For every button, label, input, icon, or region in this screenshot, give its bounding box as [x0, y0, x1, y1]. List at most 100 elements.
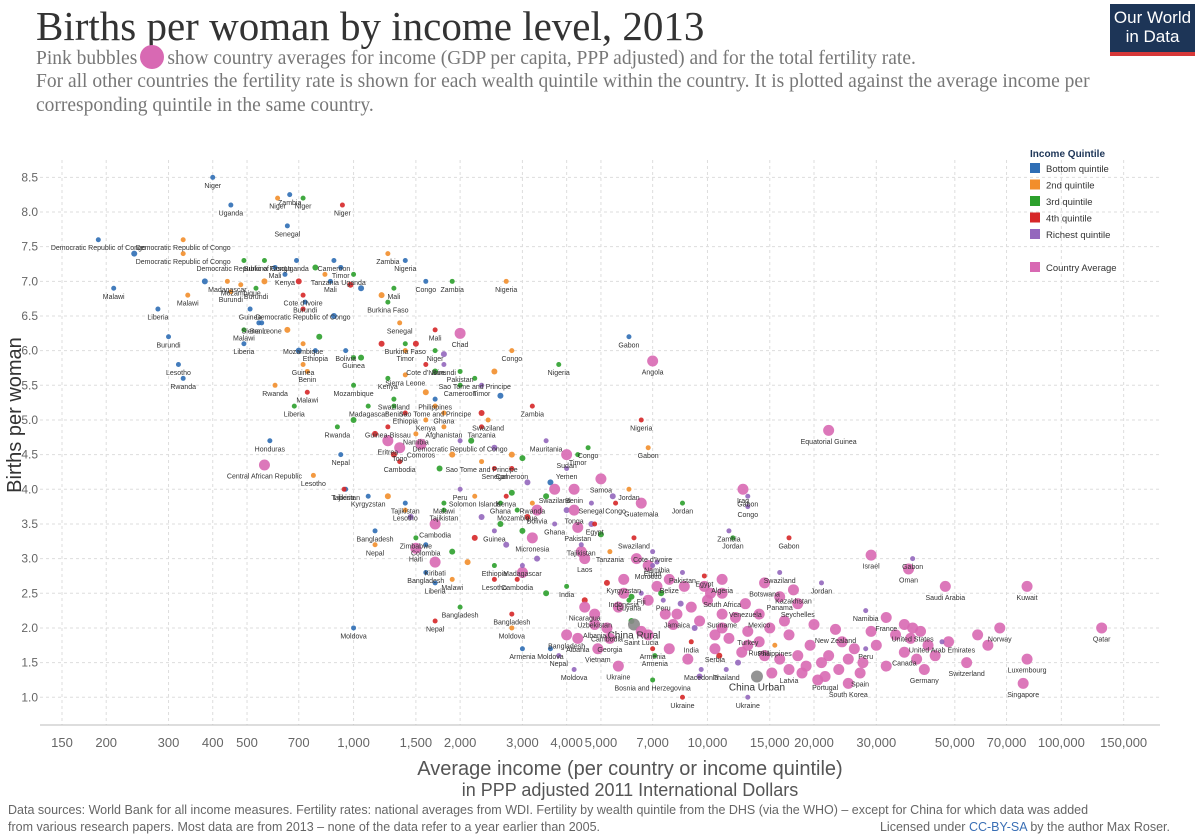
data-point	[742, 625, 754, 637]
legend-swatch	[1030, 262, 1040, 272]
data-point	[588, 500, 594, 506]
data-point	[258, 459, 270, 471]
x-tick-label: 10,000	[688, 735, 728, 750]
data-point	[568, 504, 580, 516]
data-point	[441, 424, 447, 430]
data-point-label: Cambodia	[384, 467, 416, 474]
data-point	[723, 667, 729, 673]
data-point	[842, 677, 854, 689]
data-point	[478, 514, 485, 521]
data-point-label: Bangladesh	[357, 536, 394, 543]
data-point	[514, 507, 520, 513]
data-point	[543, 438, 549, 444]
data-point-label: Yemen	[556, 474, 578, 481]
data-point-label: Madagascar	[349, 412, 388, 419]
license-text-a: Licensed under	[879, 820, 966, 834]
data-point	[413, 431, 419, 437]
owid-logo[interactable]: Our World in Data	[1110, 4, 1195, 56]
data-point	[564, 583, 570, 589]
data-point-label: Solomon Islands	[449, 502, 501, 509]
data-point	[716, 608, 728, 620]
data-point-label: Bangladesh	[407, 578, 444, 585]
data-point-label: Senegal	[387, 328, 413, 335]
data-point-label: Burundi	[432, 370, 457, 377]
data-point-label: Rwanda	[519, 509, 545, 516]
license-link[interactable]: CC-BY-SA	[968, 820, 1027, 834]
data-point	[607, 549, 613, 555]
data-point	[660, 597, 666, 603]
data-point	[792, 650, 804, 662]
data-point	[228, 289, 234, 295]
x-tick-label: 15,000	[750, 735, 790, 750]
data-point-label: Norway	[988, 636, 1012, 643]
data-point	[503, 493, 509, 499]
data-point	[402, 500, 408, 506]
data-point-label: Namibia	[403, 439, 429, 446]
y-tick-label: 8.5	[21, 170, 38, 184]
data-point	[441, 500, 447, 506]
data-point	[300, 341, 306, 347]
data-point	[709, 643, 721, 655]
data-point-label: Cambodia	[501, 585, 533, 592]
data-point-label: Benin	[565, 498, 583, 505]
data-point	[601, 622, 613, 634]
data-point	[372, 542, 378, 548]
data-point	[397, 459, 403, 465]
data-point-label: Democratic Republic of Congo	[136, 259, 231, 266]
data-point	[457, 486, 463, 492]
data-point	[863, 608, 869, 614]
data-point	[865, 549, 877, 561]
data-point	[943, 636, 955, 648]
y-tick-label: 3.0	[21, 552, 38, 566]
y-tick-label: 6.0	[21, 344, 38, 358]
data-point-label: Gabon	[618, 342, 639, 349]
data-point-label: Guinea	[239, 315, 262, 322]
data-point	[737, 483, 749, 495]
data-point-label: Moldova	[340, 633, 367, 640]
data-point	[815, 657, 827, 669]
footer-sources-1: Data sources: World Bank for all income …	[8, 803, 1089, 817]
data-point-label: Kiribati	[424, 571, 446, 578]
data-point-label: Liberia	[284, 412, 305, 419]
data-point	[509, 348, 515, 354]
data-point	[385, 375, 391, 381]
legend: Income Quintile Bottom quintile 2nd quinti…	[1030, 149, 1117, 274]
data-point-label: Benin	[250, 328, 268, 335]
data-point	[903, 563, 915, 575]
x-tick-label: 700	[288, 735, 310, 750]
data-point	[772, 642, 778, 648]
data-point-label: Iraq	[737, 498, 749, 505]
data-point	[385, 424, 391, 430]
data-point	[531, 504, 543, 516]
data-point-label: Pakistan	[669, 578, 696, 585]
data-point-label: Ghana	[544, 529, 565, 536]
x-tick-label: 100,000	[1038, 735, 1085, 750]
data-point	[572, 632, 584, 644]
data-point-label: Swaziland	[472, 425, 504, 432]
data-point	[1096, 622, 1108, 634]
data-point-label: Bangladesh	[548, 643, 585, 650]
data-point-label: Serbia	[705, 657, 725, 664]
data-point-label: India	[559, 592, 574, 599]
data-point-label: Zimbabwe	[400, 543, 432, 550]
data-point-label: Cambodia	[591, 636, 623, 643]
data-point	[907, 622, 919, 634]
data-point	[343, 348, 349, 354]
data-point-label: Nigeria	[495, 287, 517, 294]
data-point	[759, 650, 771, 662]
data-point-label: Ethiopia	[303, 356, 328, 363]
data-point	[575, 452, 581, 458]
data-point-label: Niger	[334, 211, 351, 218]
data-point-label: Ghana	[490, 509, 511, 516]
data-point-label: Liberia	[233, 349, 254, 356]
x-axis-label-line-2: in PPP adjusted 2011 International Dolla…	[462, 780, 799, 800]
y-tick-label: 5.5	[21, 378, 38, 392]
data-point	[519, 455, 526, 462]
data-point	[503, 541, 510, 548]
data-point-label: Senegal	[482, 474, 508, 481]
y-tick-label: 1.5	[21, 656, 38, 670]
data-point	[613, 500, 619, 506]
data-point	[804, 639, 816, 651]
data-point-label: Congo	[578, 453, 599, 460]
data-point-label: Gabon	[737, 502, 758, 509]
